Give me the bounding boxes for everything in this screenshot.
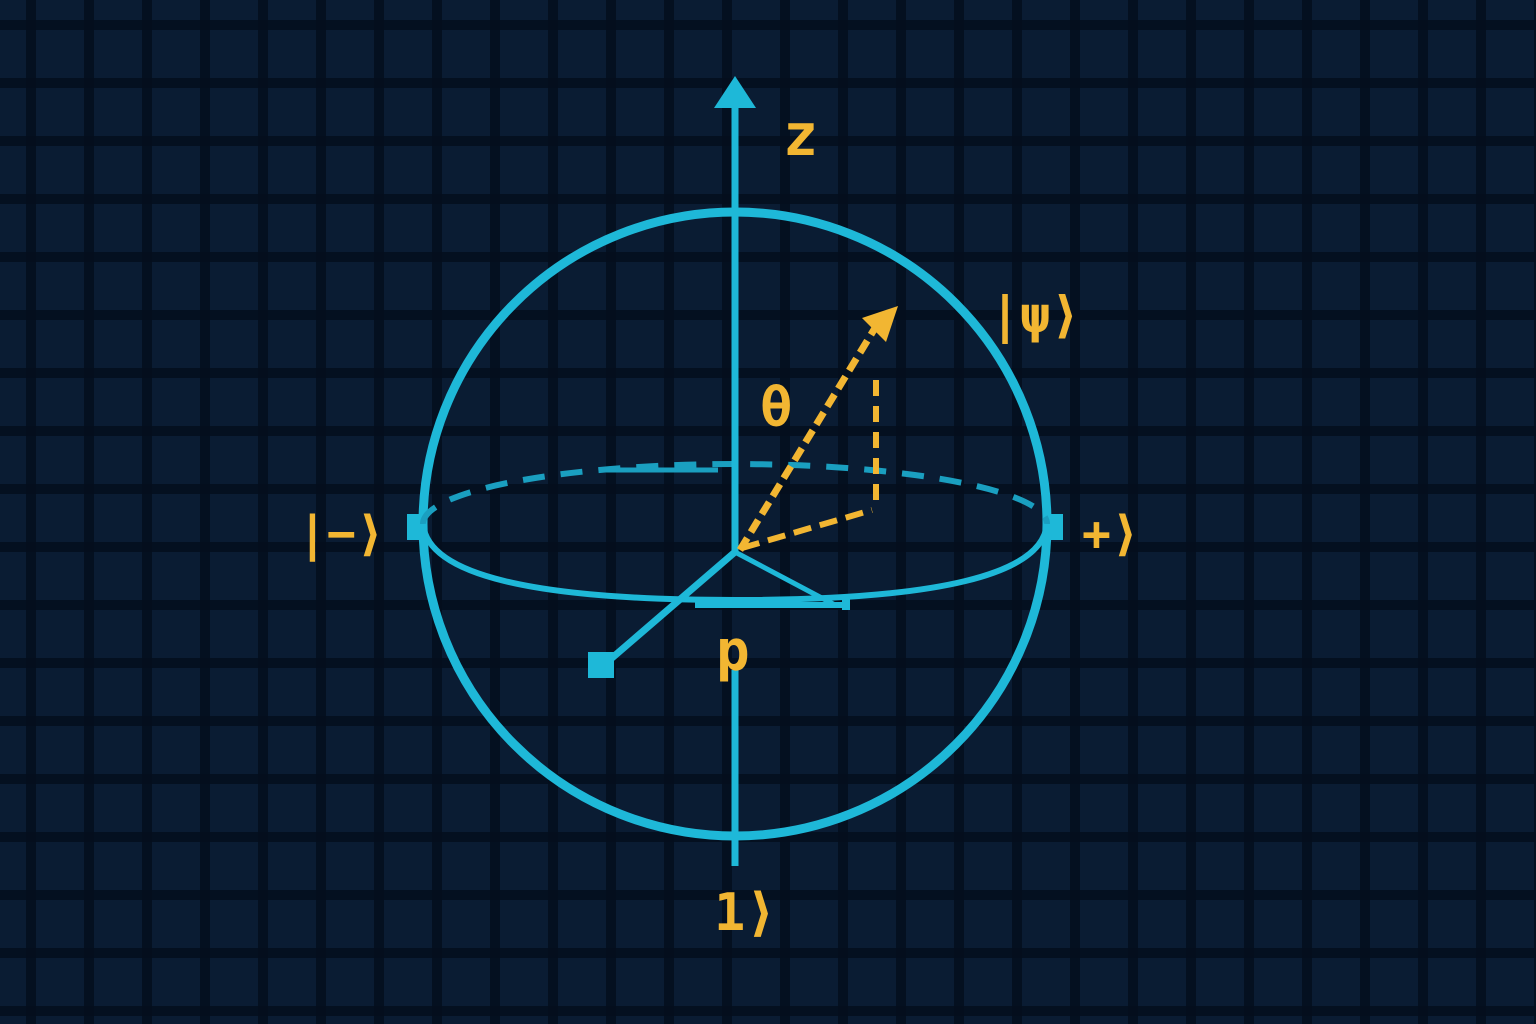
psi-state-label: |ψ⟩ xyxy=(990,286,1080,344)
equator-tick xyxy=(842,596,850,610)
theta-label: θ xyxy=(760,376,793,439)
x-axis-endpoint xyxy=(588,652,614,678)
z-axis-arrowhead xyxy=(714,76,756,108)
state-vector-arrowhead xyxy=(862,306,898,342)
equatorial-projection-line xyxy=(741,507,873,551)
z-axis-label: z xyxy=(783,101,818,169)
right-equator-tick xyxy=(1051,514,1063,540)
x-axis-line xyxy=(602,549,738,667)
equator-back-dashed xyxy=(420,461,1050,525)
one-state-label: 1⟩ xyxy=(714,883,777,943)
left-equator-tick xyxy=(407,514,419,540)
phi-label: p xyxy=(716,619,750,684)
equator-front xyxy=(420,523,1050,604)
projection-axis-right xyxy=(733,549,837,608)
minus-state-label: |−⟩ xyxy=(298,506,385,562)
state-vector-line xyxy=(737,326,878,552)
plus-state-label: +⟩ xyxy=(1082,506,1140,562)
